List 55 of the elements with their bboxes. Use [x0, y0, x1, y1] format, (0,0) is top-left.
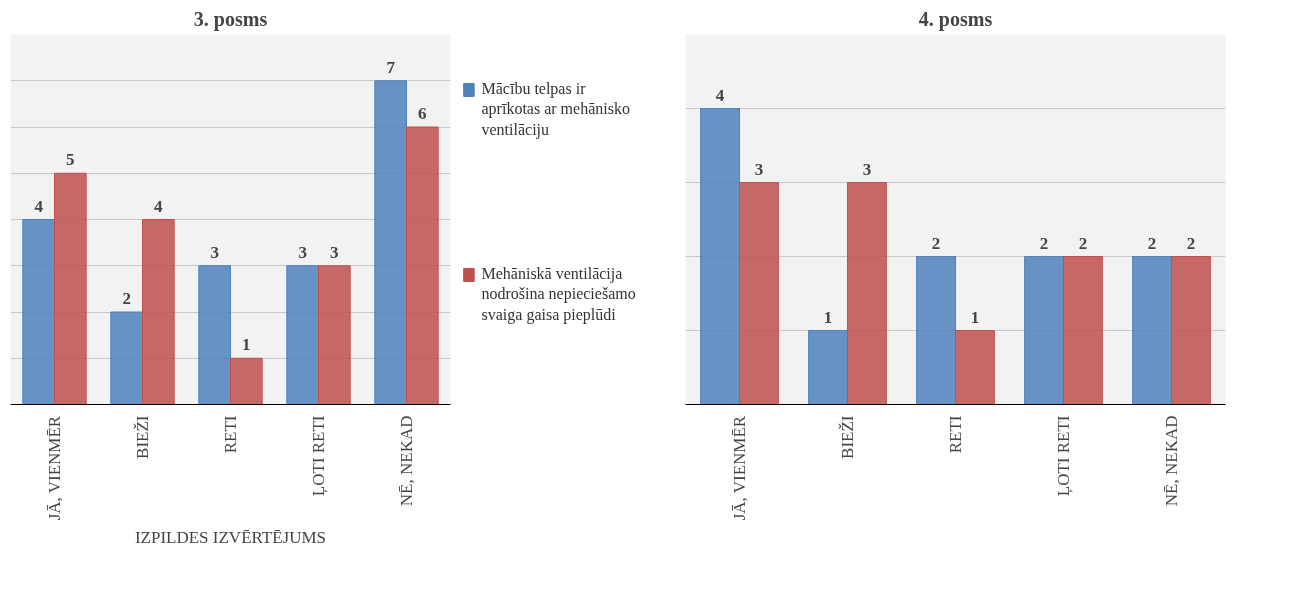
bar [955, 330, 995, 405]
chart-title: 4. posms [918, 7, 993, 31]
data-label: 2 [1078, 233, 1088, 253]
x-tick-label: RETI [946, 415, 965, 454]
data-label: 3 [330, 242, 339, 262]
data-label: 2 [1186, 233, 1196, 253]
bar [230, 357, 263, 405]
data-label: 2 [931, 233, 941, 253]
data-label: 1 [970, 307, 980, 327]
bar [142, 219, 175, 405]
bar [22, 219, 55, 405]
bar [110, 311, 143, 405]
x-tick-label: NĒ, NEKAD [1162, 415, 1181, 507]
data-label: 4 [715, 85, 725, 105]
bar [1024, 256, 1064, 405]
legend-label: Mehāniskā ventilācija nodrošina nepieciešamo svaiga gaisa pieplūdi [481, 265, 636, 324]
x-tick-label: JĀ, VIENMĒR [45, 415, 64, 521]
data-label: 4 [154, 196, 164, 216]
bar [847, 182, 887, 405]
data-label: 4 [34, 196, 44, 216]
x-tick-label: RETI [221, 415, 240, 454]
bar [54, 172, 87, 405]
x-tick-label: NĒ, NEKAD [397, 415, 416, 507]
data-label: 2 [1039, 233, 1049, 253]
bar [406, 126, 439, 405]
bar [198, 265, 231, 405]
bar [1171, 256, 1211, 405]
data-label: 1 [242, 335, 251, 355]
data-label: 3 [210, 242, 219, 262]
data-label: 2 [122, 289, 131, 308]
x-axis-title: IZPILDES IZVĒRTĒJUMS [134, 528, 327, 548]
data-label: 3 [862, 159, 872, 179]
data-label: 3 [754, 159, 764, 179]
bar [700, 108, 740, 405]
bar [1132, 256, 1172, 405]
bar [808, 330, 848, 405]
x-tick-label: BIEŽI [133, 415, 152, 459]
chart-title: 3. posms [193, 7, 268, 31]
data-label: 6 [418, 104, 427, 123]
data-label: 5 [66, 150, 75, 170]
x-tick-label: ĻOTI RETI [1054, 415, 1073, 497]
data-label: 7 [386, 57, 396, 77]
bar [318, 265, 351, 405]
bar [916, 256, 956, 405]
data-label: 1 [823, 307, 833, 327]
bar [739, 182, 779, 405]
data-label: 3 [298, 242, 307, 262]
bar [286, 265, 319, 405]
bar [1063, 256, 1103, 405]
legend-label: Mācību telpas ir aprīkotas ar mehānisko ventilāciju [481, 80, 630, 139]
x-tick-label: JĀ, VIENMĒR [730, 415, 749, 521]
x-tick-label: ĻOTI RETI [309, 415, 328, 497]
x-tick-label: BIEŽI [838, 415, 857, 459]
data-label: 2 [1147, 233, 1157, 253]
bar [374, 80, 407, 405]
